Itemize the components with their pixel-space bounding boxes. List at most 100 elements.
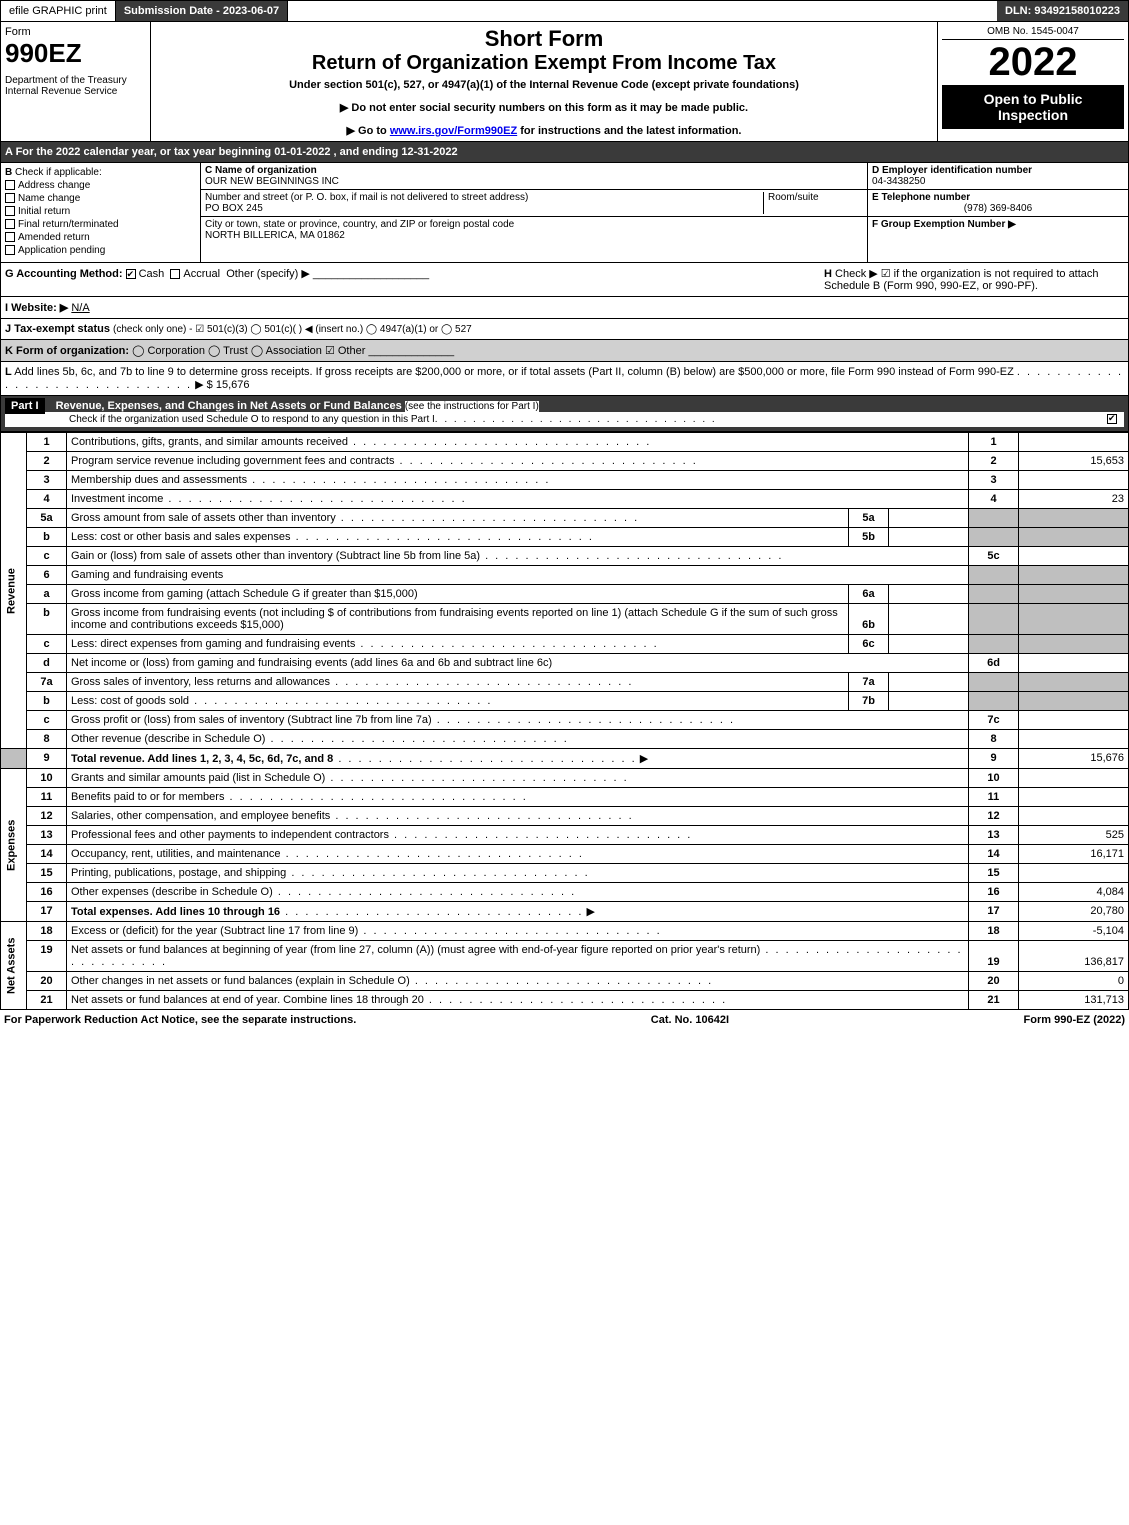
- j-label: J Tax-exempt status: [5, 323, 110, 335]
- line-6: 6 Gaming and fundraising events: [1, 566, 1129, 585]
- ln-12-n: 12: [27, 807, 67, 826]
- goto-post: for instructions and the latest informat…: [517, 125, 741, 137]
- ln-6-n: 6: [27, 566, 67, 585]
- ln-19-n: 19: [27, 941, 67, 972]
- org-city: NORTH BILLERICA, MA 01862: [205, 230, 863, 241]
- ln-15-a: [1019, 864, 1129, 883]
- header-center: Short Form Return of Organization Exempt…: [151, 22, 938, 141]
- ln-5b-n: b: [27, 528, 67, 547]
- ln-2-t: Program service revenue including govern…: [71, 455, 394, 467]
- other-label: Other (specify) ▶: [226, 268, 310, 280]
- ln-5c-n: c: [27, 547, 67, 566]
- ln-12-a: [1019, 807, 1129, 826]
- chk-cash[interactable]: [126, 269, 136, 279]
- ln-13-rn: 13: [969, 826, 1019, 845]
- line-6c: c Less: direct expenses from gaming and …: [1, 635, 1129, 654]
- line-6b: b Gross income from fundraising events (…: [1, 604, 1129, 635]
- ln-10-rn: 10: [969, 769, 1019, 788]
- l-text: Add lines 5b, 6c, and 7b to line 9 to de…: [14, 366, 1014, 378]
- ln-7c-n: c: [27, 711, 67, 730]
- line-14: 14 Occupancy, rent, utilities, and maint…: [1, 845, 1129, 864]
- c-city-label: City or town, state or province, country…: [205, 219, 863, 230]
- line-20: 20 Other changes in net assets or fund b…: [1, 972, 1129, 991]
- ln-15-t: Printing, publications, postage, and shi…: [71, 867, 286, 879]
- ln-11-rn: 11: [969, 788, 1019, 807]
- col-c: C Name of organization OUR NEW BEGINNING…: [201, 163, 868, 262]
- accrual-label: Accrual: [183, 268, 220, 280]
- ln-13-n: 13: [27, 826, 67, 845]
- line-17: 17 Total expenses. Add lines 10 through …: [1, 902, 1129, 922]
- omb-number: OMB No. 1545-0047: [942, 26, 1124, 40]
- chk-amended-return[interactable]: Amended return: [5, 232, 196, 243]
- ln-6b-n: b: [27, 604, 67, 635]
- line-11: 11 Benefits paid to or for members 11: [1, 788, 1129, 807]
- line-3: 3 Membership dues and assessments 3: [1, 471, 1129, 490]
- ln-13-a: 525: [1019, 826, 1129, 845]
- header-right: OMB No. 1545-0047 2022 Open to Public In…: [938, 22, 1128, 141]
- ln-9-a: 15,676: [1019, 749, 1129, 769]
- ln-21-rn: 21: [969, 991, 1019, 1010]
- ln-7a-t: Gross sales of inventory, less returns a…: [71, 676, 330, 688]
- ln-17-a: 20,780: [1019, 902, 1129, 922]
- ln-2-rn: 2: [969, 452, 1019, 471]
- ln-7b-sn: 7b: [849, 692, 889, 711]
- ln-2-n: 2: [27, 452, 67, 471]
- ln-6a-shade: [969, 585, 1019, 604]
- ln-4-rn: 4: [969, 490, 1019, 509]
- org-address: PO BOX 245: [205, 203, 763, 214]
- header-left: Form 990EZ Department of the Treasury In…: [1, 22, 151, 141]
- ln-5b-t: Less: cost or other basis and sales expe…: [71, 531, 291, 543]
- k-label: K Form of organization:: [5, 345, 129, 357]
- ln-6b-sn: 6b: [849, 604, 889, 635]
- ln-19-a: 136,817: [1019, 941, 1129, 972]
- irs-link[interactable]: www.irs.gov/Form990EZ: [390, 125, 517, 137]
- ln-9-vshade: [1, 749, 27, 769]
- col-b: B Check if applicable: Address change Na…: [1, 163, 201, 262]
- form-word: Form: [5, 26, 146, 38]
- chk-name-change[interactable]: Name change: [5, 193, 196, 204]
- efile-print-button[interactable]: efile GRAPHIC print: [1, 1, 116, 21]
- part1-checkbox[interactable]: [1107, 414, 1117, 424]
- ln-2-a: 15,653: [1019, 452, 1129, 471]
- chk-final-return[interactable]: Final return/terminated: [5, 219, 196, 230]
- ln-6-shade: [969, 566, 1019, 585]
- ln-18-a: -5,104: [1019, 922, 1129, 941]
- ln-7a-shade: [969, 673, 1019, 692]
- ln-6a-t: Gross income from gaming (attach Schedul…: [67, 585, 849, 604]
- i-label: I Website: ▶: [5, 302, 68, 314]
- line-5c: c Gain or (loss) from sale of assets oth…: [1, 547, 1129, 566]
- department: Department of the Treasury Internal Reve…: [5, 75, 146, 97]
- ein: 04-3438250: [872, 176, 1124, 187]
- c-addr-label: Number and street (or P. O. box, if mail…: [205, 192, 763, 203]
- ln-4-a: 23: [1019, 490, 1129, 509]
- chk-accrual[interactable]: [170, 269, 180, 279]
- ln-7b-shade2: [1019, 692, 1129, 711]
- ln-16-rn: 16: [969, 883, 1019, 902]
- chk-address-change[interactable]: Address change: [5, 180, 196, 191]
- org-name: OUR NEW BEGINNINGS INC: [205, 176, 863, 187]
- ln-10-n: 10: [27, 769, 67, 788]
- footer-mid: Cat. No. 10642I: [651, 1014, 729, 1026]
- line-13: 13 Professional fees and other payments …: [1, 826, 1129, 845]
- footer: For Paperwork Reduction Act Notice, see …: [0, 1010, 1129, 1030]
- chk-application-pending[interactable]: Application pending: [5, 245, 196, 256]
- col-def: D Employer identification number 04-3438…: [868, 163, 1128, 262]
- ln-15-n: 15: [27, 864, 67, 883]
- ln-5b-shade: [969, 528, 1019, 547]
- ln-3-rn: 3: [969, 471, 1019, 490]
- vlabel-netassets: Net Assets: [1, 922, 27, 1010]
- ln-6b-t: Gross income from fundraising events (no…: [67, 604, 849, 635]
- ln-21-a: 131,713: [1019, 991, 1129, 1010]
- d-label: D Employer identification number: [872, 165, 1124, 176]
- ln-10-a: [1019, 769, 1129, 788]
- ln-5a-sn: 5a: [849, 509, 889, 528]
- ln-5a-shade: [969, 509, 1019, 528]
- part1-header: Part I Revenue, Expenses, and Changes in…: [0, 396, 1129, 432]
- line-7b: b Less: cost of goods sold 7b: [1, 692, 1129, 711]
- ln-6-shade2: [1019, 566, 1129, 585]
- ln-7a-shade2: [1019, 673, 1129, 692]
- chk-initial-return[interactable]: Initial return: [5, 206, 196, 217]
- ln-7c-rn: 7c: [969, 711, 1019, 730]
- ln-6-t: Gaming and fundraising events: [67, 566, 969, 585]
- ln-6b-sa: [889, 604, 969, 635]
